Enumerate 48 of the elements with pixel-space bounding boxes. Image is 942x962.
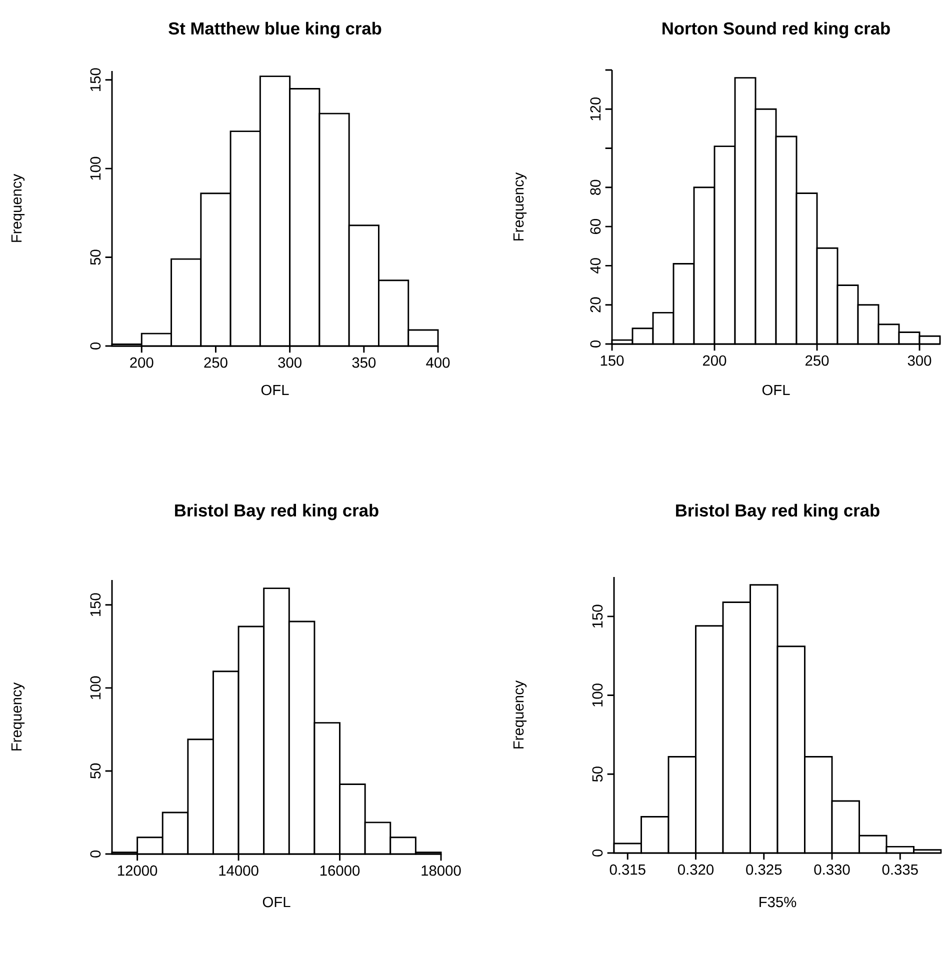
y-tick-label: 0: [590, 340, 601, 348]
y-tick-label: 120: [590, 97, 601, 120]
y-tick-label: 150: [90, 68, 101, 91]
x-tick-label: 250: [806, 355, 829, 366]
y-tick-label: 0: [592, 850, 603, 857]
x-tick-label: 0.335: [882, 864, 918, 875]
chart-title: Bristol Bay red king crab: [676, 504, 880, 520]
y-tick-label: 40: [590, 258, 601, 274]
y-tick-label: 50: [592, 766, 603, 782]
x-tick-label: 12000: [118, 865, 158, 876]
x-tick-label: 0.315: [610, 864, 646, 875]
x-tick-label: 0.325: [746, 864, 782, 875]
y-tick-label: 20: [590, 297, 601, 312]
x-tick-label: 200: [130, 357, 154, 368]
x-tick-label: 18000: [422, 865, 461, 876]
y-tick-label: 0: [90, 342, 101, 350]
y-tick-label: 50: [90, 250, 101, 265]
y-axis-title: Frequency: [514, 680, 527, 748]
y-axis-title: Frequency: [12, 174, 25, 242]
x-tick-label: 16000: [320, 865, 360, 876]
x-tick-label: 0.330: [814, 864, 850, 875]
y-tick-label: 60: [590, 218, 601, 234]
x-tick-label: 400: [426, 357, 450, 368]
y-axis-title: Frequency: [514, 172, 527, 240]
chart-title: Norton Sound red king crab: [662, 22, 890, 38]
x-tick-label: 300: [278, 357, 302, 368]
x-tick-label: 0.320: [678, 864, 714, 875]
x-tick-label: 150: [601, 355, 624, 366]
y-tick-label: 150: [90, 593, 101, 616]
y-tick-label: 50: [90, 763, 101, 779]
y-tick-label: 100: [592, 684, 603, 706]
x-axis-title: F35%: [760, 896, 796, 908]
y-tick-label: 100: [90, 676, 101, 700]
y-tick-label: 0: [90, 850, 101, 858]
x-tick-label: 350: [352, 357, 376, 368]
y-tick-label: 150: [592, 604, 603, 628]
x-axis-title: OFL: [263, 896, 290, 908]
y-tick-label: 100: [90, 156, 101, 180]
x-tick-label: 250: [204, 357, 228, 368]
y-axis-title: Frequency: [12, 682, 25, 750]
x-axis-title: OFL: [762, 384, 790, 396]
x-tick-label: 200: [703, 355, 726, 366]
chart-title: St Matthew blue king crab: [168, 22, 382, 38]
x-tick-label: 14000: [219, 865, 258, 876]
chart-title: Bristol Bay red king crab: [175, 504, 378, 520]
x-axis-title: OFL: [262, 384, 289, 396]
y-tick-label: 80: [590, 180, 601, 195]
x-tick-label: 300: [908, 355, 932, 366]
